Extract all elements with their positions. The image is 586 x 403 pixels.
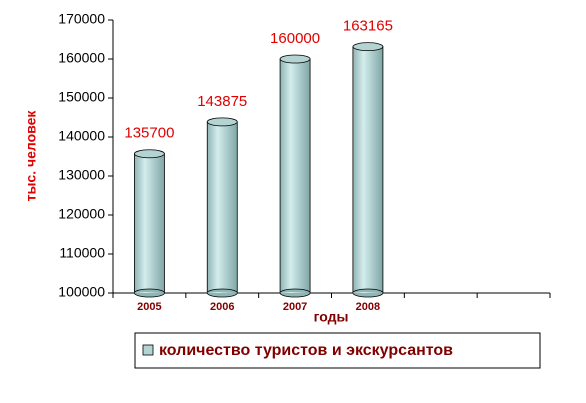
bar-top	[279, 54, 311, 64]
y-tick-label: 170000	[58, 11, 105, 27]
bar	[206, 121, 238, 294]
x-tick-label: 2006	[210, 301, 234, 313]
bar-bottom-cover	[134, 292, 165, 293]
bar-bottom-cover	[280, 292, 310, 293]
bar-bottom-cover	[207, 292, 237, 293]
x-axis-title: годы	[314, 309, 349, 325]
legend-label: количество туристов и экскурсантов	[159, 342, 453, 359]
bar	[279, 58, 311, 294]
value-label: 143875	[197, 93, 247, 110]
bar-top	[134, 149, 165, 159]
y-tick-label: 130000	[58, 167, 105, 183]
bar	[352, 46, 384, 294]
y-tick-label: 140000	[58, 128, 105, 144]
bar-bottom-cover	[353, 292, 383, 293]
x-tick-label: 2005	[137, 301, 161, 313]
value-label: 160000	[270, 30, 320, 47]
value-label: 163165	[343, 18, 393, 35]
y-tick-label: 150000	[58, 89, 105, 105]
y-tick-label: 110000	[59, 245, 105, 261]
y-tick-label: 120000	[58, 206, 105, 222]
legend-swatch	[142, 344, 154, 356]
bar-top	[206, 117, 238, 127]
bar	[134, 153, 165, 294]
value-label: 135700	[124, 125, 174, 142]
x-tick-label: 2008	[356, 301, 380, 313]
y-axis-title: тыс. человек	[23, 110, 39, 202]
bar-top	[352, 42, 384, 52]
legend-box	[134, 332, 541, 369]
y-tick-label: 100000	[58, 284, 105, 300]
x-tick-label: 2007	[283, 301, 307, 313]
y-tick-label: 160000	[58, 50, 105, 66]
